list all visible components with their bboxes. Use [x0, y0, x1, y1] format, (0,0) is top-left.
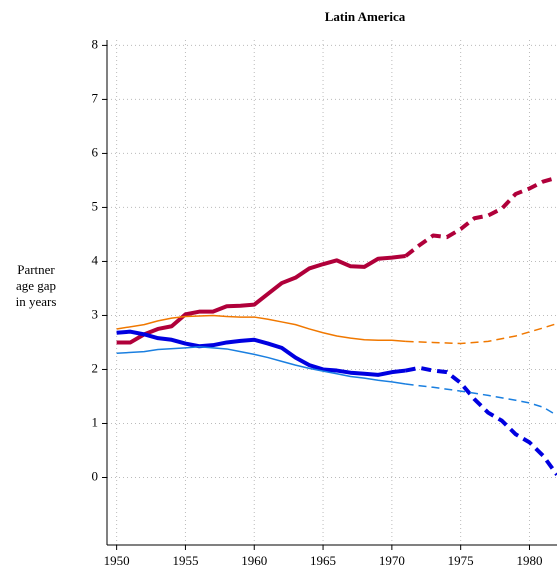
- x-tick-label: 1950: [104, 553, 130, 568]
- y-axis-label: age gap: [16, 278, 56, 293]
- y-axis-label: in years: [16, 294, 57, 309]
- y-tick-label: 6: [92, 144, 99, 159]
- x-tick-label: 1980: [516, 553, 542, 568]
- y-tick-label: 3: [92, 306, 99, 321]
- series-line: [405, 383, 557, 417]
- series-line: [116, 346, 406, 385]
- series-line: [116, 254, 406, 345]
- y-tick-label: 2: [92, 360, 99, 375]
- x-tick-label: 1965: [310, 553, 336, 568]
- y-tick-label: 8: [92, 36, 99, 51]
- y-tick-label: 7: [92, 90, 99, 105]
- series-line: [116, 314, 406, 343]
- series-line: [116, 329, 406, 377]
- x-tick-label: 1970: [379, 553, 405, 568]
- y-tick-label: 4: [92, 252, 99, 267]
- chart-title: Latin America: [325, 9, 406, 24]
- x-tick-label: 1960: [241, 553, 267, 568]
- y-tick-label: 5: [92, 198, 99, 213]
- series-line: [405, 365, 557, 476]
- y-tick-label: 0: [92, 468, 99, 483]
- series-line: [405, 322, 557, 345]
- series-line: [404, 175, 557, 258]
- y-tick-label: 1: [92, 414, 99, 429]
- x-tick-label: 1955: [172, 553, 198, 568]
- x-tick-label: 1975: [448, 553, 474, 568]
- y-axis-label: Partner: [17, 262, 55, 277]
